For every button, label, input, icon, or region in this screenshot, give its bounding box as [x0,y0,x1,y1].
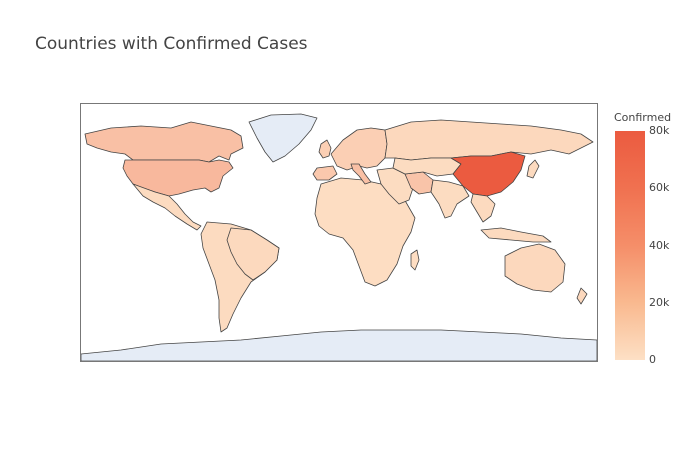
chart-title: Countries with Confirmed Cases [35,34,308,54]
map-frame[interactable] [80,103,598,362]
colorbar-tick-40k: 40k [649,238,670,252]
region-canada[interactable] [84,121,244,163]
region-indonesia[interactable] [480,227,552,243]
region-spain[interactable] [312,165,338,181]
region-uk[interactable] [318,139,332,159]
region-italy[interactable] [350,163,372,185]
region-mexico[interactable] [132,183,202,231]
region-australia[interactable] [504,243,566,293]
region-india[interactable] [430,179,470,219]
region-new-zealand[interactable] [576,287,588,305]
region-japan[interactable] [526,159,540,179]
world-map[interactable] [81,104,597,361]
region-russia[interactable] [384,119,594,161]
region-brazil[interactable] [226,227,280,281]
region-greenland[interactable] [248,113,318,163]
region-southeast-asia[interactable] [470,193,496,223]
colorbar-tick-80k: 80k [649,124,670,137]
colorbar [615,131,645,360]
region-china[interactable] [450,151,526,197]
region-antarctica[interactable] [81,329,597,361]
colorbar-tick-0: 0 [649,353,656,366]
region-central-asia[interactable] [392,157,462,177]
colorbar-tick-20k: 20k [649,295,670,309]
colorbar-tick-60k: 60k [649,181,670,195]
colorbar-title: Confirmed [614,111,672,124]
region-madagascar[interactable] [410,249,420,271]
